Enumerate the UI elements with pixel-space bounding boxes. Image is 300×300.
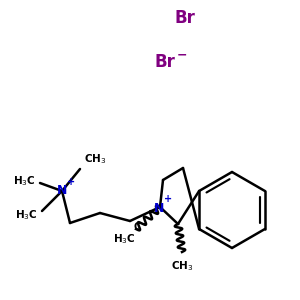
Text: −: −: [177, 49, 188, 62]
Text: Br: Br: [175, 9, 196, 27]
Text: H$_3$C: H$_3$C: [113, 232, 135, 246]
Text: Br: Br: [155, 53, 176, 71]
Text: CH$_3$: CH$_3$: [84, 152, 106, 166]
Text: +: +: [67, 177, 75, 187]
Text: N: N: [154, 202, 164, 214]
Text: C: C: [133, 222, 140, 232]
Text: CH$_3$: CH$_3$: [171, 259, 193, 273]
Text: +: +: [164, 194, 172, 204]
Text: N: N: [57, 184, 67, 197]
Text: H$_3$C: H$_3$C: [15, 208, 38, 222]
Text: H$_3$C: H$_3$C: [14, 174, 36, 188]
